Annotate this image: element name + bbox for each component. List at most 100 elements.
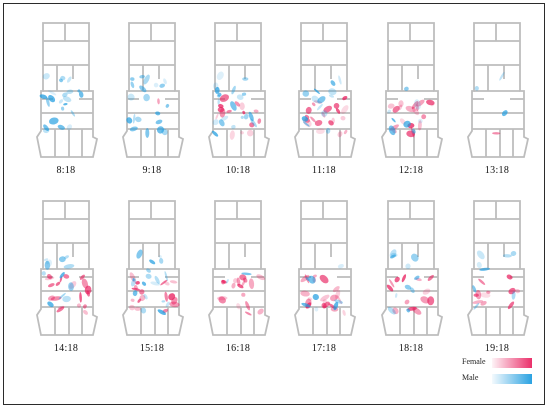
male-density-blob: [313, 88, 320, 94]
male-density-blob: [77, 89, 81, 93]
female-density-blob: [63, 274, 70, 279]
male-density-blob: [165, 104, 170, 108]
female-density-blob: [47, 283, 55, 288]
female-density-blob: [479, 292, 491, 298]
time-label: 13:18: [484, 165, 510, 176]
female-density-blob: [234, 101, 241, 107]
legend-male: Male: [462, 372, 534, 386]
male-density-blob: [135, 116, 142, 123]
male-density-blob: [248, 111, 254, 122]
female-density-blob: [164, 291, 168, 302]
female-density-blob: [168, 293, 176, 301]
female-density-blob: [405, 105, 416, 113]
male-density-blob: [502, 254, 512, 258]
male-density-blob: [330, 80, 336, 86]
female-density-blob: [135, 281, 140, 285]
female-density-blob: [56, 306, 65, 313]
heatmap-panel: 13:18: [466, 19, 536, 179]
female-density-blob: [237, 283, 244, 289]
male-density-blob: [48, 117, 59, 125]
male-density-blob: [417, 118, 423, 124]
female-density-blob: [310, 116, 316, 123]
female-density-blob: [337, 131, 343, 138]
female-density-blob: [319, 274, 329, 284]
male-density-blob: [414, 275, 420, 280]
time-label: 17:18: [311, 343, 337, 354]
male-density-blob: [127, 93, 135, 101]
female-density-blob: [387, 103, 395, 109]
male-density-blob: [405, 263, 411, 270]
female-density-blob: [300, 274, 310, 283]
male-density-blob: [163, 78, 167, 85]
male-density-blob: [311, 95, 320, 103]
male-density-blob: [143, 74, 150, 85]
female-density-blob: [246, 129, 254, 137]
female-density-blob: [226, 109, 232, 113]
legend-female: Female: [462, 356, 534, 370]
heatmap-panel: 9:18: [121, 19, 191, 179]
floor-plan: [122, 22, 185, 158]
male-density-blob: [410, 287, 415, 294]
male-density-blob: [157, 309, 167, 316]
male-density-blob: [387, 109, 391, 114]
female-density-blob: [57, 305, 65, 310]
male-density-blob: [159, 83, 166, 88]
time-label: 10:18: [225, 165, 251, 176]
female-density-blob: [328, 120, 334, 126]
female-density-blob: [314, 120, 323, 126]
female-density-blob: [236, 303, 241, 310]
male-density-blob: [60, 106, 65, 111]
male-density-blob: [63, 103, 68, 106]
female-density-blob: [321, 302, 327, 309]
male-density-blob: [391, 117, 396, 123]
male-density-blob: [132, 290, 138, 297]
female-density-blob: [480, 301, 487, 306]
male-density-blob: [145, 128, 150, 138]
male-density-blob: [241, 92, 247, 96]
female-density-blob: [416, 99, 425, 107]
female-density-blob: [160, 279, 168, 286]
female-density-blob: [389, 279, 395, 288]
time-label: 12:18: [398, 165, 424, 176]
heatmap-panel: 17:18: [293, 197, 363, 357]
female-density-blob: [256, 274, 266, 281]
male-density-blob: [68, 282, 74, 291]
male-density-blob: [216, 71, 224, 81]
female-density-blob: [336, 295, 343, 305]
female-density-blob: [427, 274, 434, 281]
female-density-blob: [342, 95, 348, 101]
female-density-blob: [321, 112, 326, 118]
female-density-blob: [307, 297, 313, 301]
male-density-blob: [411, 253, 419, 262]
female-density-blob: [316, 128, 325, 135]
male-density-blob: [230, 101, 237, 111]
male-density-blob: [126, 117, 133, 124]
female-density-blob: [335, 289, 341, 300]
male-density-blob: [66, 124, 72, 131]
male-density-blob: [47, 301, 54, 308]
male-density-blob: [146, 268, 151, 273]
female-density-blob: [300, 290, 310, 297]
floor-plan-wall: [122, 22, 185, 158]
female-density-blob: [231, 282, 236, 289]
time-label: 11:18: [312, 165, 336, 176]
male-density-blob: [78, 91, 84, 98]
male-density-blob: [317, 96, 326, 104]
floor-plan-wall: [122, 200, 185, 336]
female-density-blob: [508, 287, 516, 295]
male-density-blob: [45, 96, 50, 107]
male-density-blob: [240, 115, 244, 120]
male-density-blob: [390, 254, 397, 259]
male-density-blob: [161, 128, 168, 136]
male-density-blob: [67, 76, 72, 83]
female-density-blob: [79, 274, 85, 280]
female-density-blob: [486, 290, 491, 294]
male-density-blob: [62, 295, 71, 303]
female-density-blob: [417, 120, 422, 131]
female-density-blob: [515, 288, 521, 294]
female-density-blob: [411, 106, 420, 116]
male-density-blob: [130, 278, 137, 287]
male-density-blob: [136, 249, 143, 259]
female-density-blob: [241, 292, 246, 297]
male-density-blob: [312, 293, 319, 301]
